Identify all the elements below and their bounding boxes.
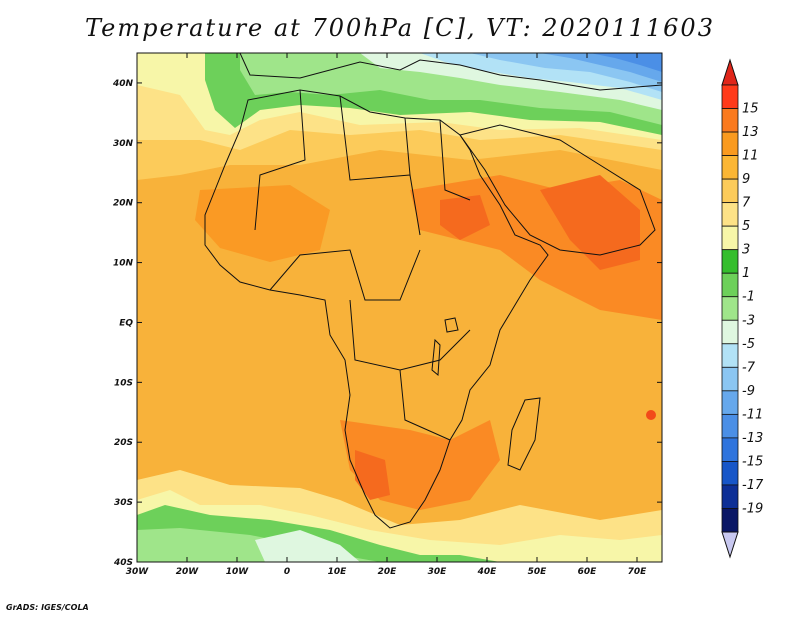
colorbar-swatch <box>721 202 739 227</box>
colorbar-swatch <box>721 108 739 133</box>
field-hot-spot <box>646 410 656 420</box>
colorbar-swatch <box>721 343 739 368</box>
lake-tanganyika <box>431 338 441 377</box>
colorbar-label: -7 <box>742 360 756 375</box>
arabia-coastline <box>459 124 656 256</box>
colorbar-label: -1 <box>742 290 755 305</box>
lake-victoria <box>444 317 459 333</box>
colorbar-label: 3 <box>742 243 750 258</box>
lon-tick-label: 40E <box>477 567 498 577</box>
colorbar-swatch <box>721 413 739 439</box>
credit-text: GrADS: IGES/COLA <box>6 603 89 612</box>
colorbar-top-cap <box>721 58 739 86</box>
map-frame <box>136 52 663 563</box>
colorbar-swatch <box>721 508 739 533</box>
colorbar-swatch <box>721 319 739 345</box>
colorbar-label: -15 <box>742 454 763 469</box>
lon-tick-label: 20W <box>176 567 200 577</box>
colorbar-bottom-cap <box>721 531 739 559</box>
field-sahara-warm <box>195 185 330 262</box>
lat-tick-label: 30S <box>114 498 133 508</box>
lon-tick-label: 70E <box>628 567 648 577</box>
field-hot-core-1 <box>540 175 640 270</box>
coastlines <box>204 53 662 529</box>
lat-tick-label: 40N <box>112 79 134 89</box>
lat-tick-label: 20N <box>113 199 134 209</box>
colorbar-label: 7 <box>742 196 751 211</box>
colorbar-label: -9 <box>742 384 755 399</box>
lon-tick-label: 30E <box>428 567 448 577</box>
field-south-band-m3 <box>255 530 360 562</box>
lat-tick-label: 40S <box>113 558 133 568</box>
madagascar-coastline <box>507 397 541 471</box>
colorbar: 15 13 11 9 7 5 3 1 -1 -3 -5 -7 -9 -11 -13 -15 -17 -19 <box>721 58 764 559</box>
lon-tick-label: 10W <box>226 567 250 577</box>
colorbar-swatch <box>721 84 739 109</box>
colorbar-label: -13 <box>742 431 763 446</box>
colorbar-swatch <box>721 366 739 392</box>
colorbar-label: 15 <box>742 102 759 117</box>
lon-tick-label: 10E <box>328 567 348 577</box>
colorbar-swatch <box>721 131 739 156</box>
colorbar-swatch <box>721 296 739 321</box>
colorbar-swatch <box>721 178 739 204</box>
axis-ticks: 30W 20W 10W 0 10E 20E 30E 40E 50E 60E 70E 40N 30N 20N… <box>112 53 662 577</box>
colorbar-swatch <box>721 390 739 415</box>
colorbar-label: -19 <box>742 501 763 516</box>
colorbar-label: 5 <box>742 219 750 234</box>
lon-tick-label: 20E <box>378 567 398 577</box>
colorbar-label: 11 <box>742 149 759 164</box>
field-hot-core-3 <box>355 450 390 500</box>
colorbar-label: -5 <box>742 337 755 352</box>
colorbar-swatch <box>721 155 739 180</box>
colorbar-swatch <box>721 437 739 462</box>
colorbar-swatch <box>721 484 739 509</box>
colorbar-label: -3 <box>742 313 755 328</box>
lon-tick-label: 60E <box>578 567 598 577</box>
field-hot-core-2 <box>440 195 490 240</box>
colorbar-swatch <box>721 249 739 274</box>
lat-tick-label: 30N <box>113 139 134 149</box>
lon-tick-label: 0 <box>284 567 290 577</box>
colorbar-swatch <box>721 461 739 486</box>
colorbar-label: 9 <box>742 172 750 187</box>
temperature-field <box>137 53 662 562</box>
lat-tick-label: 20S <box>114 438 133 448</box>
colorbar-label: -17 <box>742 478 764 493</box>
lon-tick-label: 30W <box>126 567 150 577</box>
colorbar-label: 13 <box>742 125 759 140</box>
lat-tick-label: EQ <box>119 318 133 328</box>
colorbar-label: -11 <box>742 407 763 422</box>
colorbar-label: 1 <box>742 266 750 281</box>
country-borders-north <box>254 89 471 236</box>
lat-tick-label: 10S <box>114 378 133 388</box>
europe-coastline <box>239 53 662 91</box>
lon-tick-label: 50E <box>528 567 548 577</box>
country-borders-central <box>269 249 471 441</box>
colorbar-swatch <box>721 225 739 251</box>
field-band-m11 <box>590 53 662 72</box>
chart-title: Temperature at 700hPa [C], VT: 202011160… <box>85 14 715 42</box>
colorbar-swatch <box>721 272 739 298</box>
lat-tick-label: 10N <box>113 259 134 269</box>
